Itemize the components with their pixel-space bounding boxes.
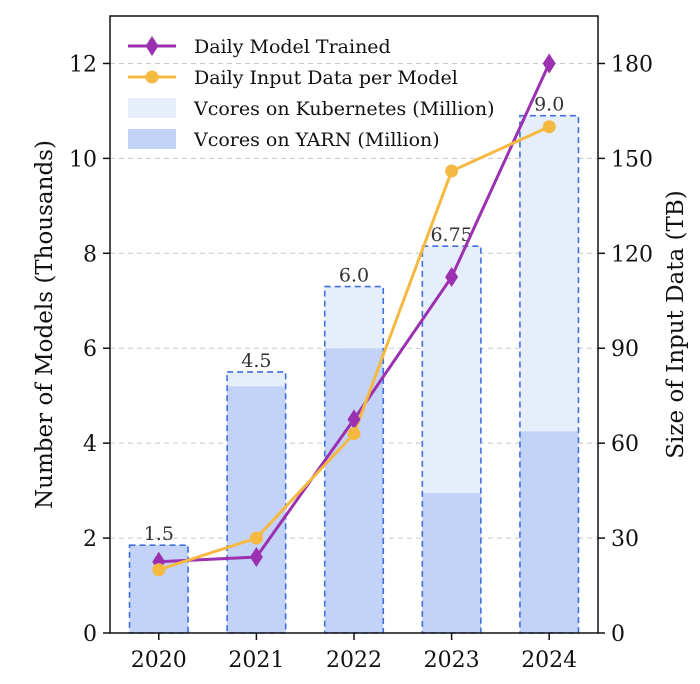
y2-tick-label: 120	[611, 242, 653, 267]
point-diamond	[347, 409, 361, 430]
bar-value-label: 1.5	[144, 523, 174, 545]
point-diamond	[445, 267, 459, 288]
legend-label: Daily Input Data per Model	[194, 67, 458, 89]
x-tick-label: 2023	[424, 648, 480, 673]
x-tick-label: 2020	[131, 648, 187, 673]
legend-swatch	[128, 98, 176, 118]
y-tick-label: 10	[69, 147, 97, 172]
bar-kubernetes	[324, 286, 384, 349]
y-tick-label: 6	[83, 337, 97, 362]
bar-value-label: 9.0	[534, 94, 564, 116]
legend-marker-circle	[145, 70, 159, 84]
y2-tick-label: 180	[611, 52, 653, 77]
y-tick-label: 4	[83, 432, 97, 457]
bar-yarn	[519, 431, 579, 633]
y-tick-label: 12	[69, 52, 97, 77]
bar-yarn	[324, 348, 384, 633]
x-tick-label: 2021	[228, 648, 284, 673]
point-circle	[542, 120, 556, 134]
point-diamond	[542, 53, 556, 74]
bar-yarn	[422, 492, 481, 633]
point-diamond	[249, 547, 263, 568]
x-tick-label: 2024	[521, 648, 577, 673]
point-circle	[347, 427, 361, 441]
bar-value-label: 4.5	[241, 350, 271, 372]
series-markers	[152, 53, 556, 577]
y-axis-title: Number of Models (Thousands)	[32, 140, 58, 509]
bar-kubernetes	[422, 246, 481, 493]
legend: Daily Model Trained Daily Input Data per …	[128, 36, 495, 151]
legend-swatch	[128, 129, 176, 149]
y2-tick-label: 90	[611, 337, 639, 362]
y2-axis-title: Size of Input Data (TB)	[663, 190, 689, 458]
point-circle	[152, 563, 166, 577]
y2-tick-label: 150	[611, 147, 653, 172]
bar-value-label: 6.0	[339, 265, 369, 287]
bar-kubernetes	[227, 371, 286, 387]
y2-tick-label: 60	[611, 432, 639, 457]
bar-kubernetes	[519, 115, 579, 432]
y-tick-label: 0	[83, 622, 97, 647]
y2-tick-label: 0	[611, 622, 625, 647]
legend-label: Vcores on Kubernetes (Million)	[193, 98, 495, 120]
y-tick-label: 2	[83, 527, 97, 552]
y2-tick-label: 30	[611, 527, 639, 552]
legend-label: Daily Model Trained	[194, 36, 391, 58]
bar-value-label: 6.75	[430, 224, 472, 246]
point-circle	[445, 164, 459, 178]
y-tick-label: 8	[83, 242, 97, 267]
bars: 1.5 4.5 6.0 6.75 9.0	[128, 94, 580, 634]
legend-label: Vcores on YARN (Million)	[193, 129, 440, 151]
bar-yarn	[227, 386, 286, 633]
x-tick-label: 2022	[326, 648, 382, 673]
point-circle	[249, 531, 263, 545]
legend-marker-diamond	[145, 36, 159, 56]
